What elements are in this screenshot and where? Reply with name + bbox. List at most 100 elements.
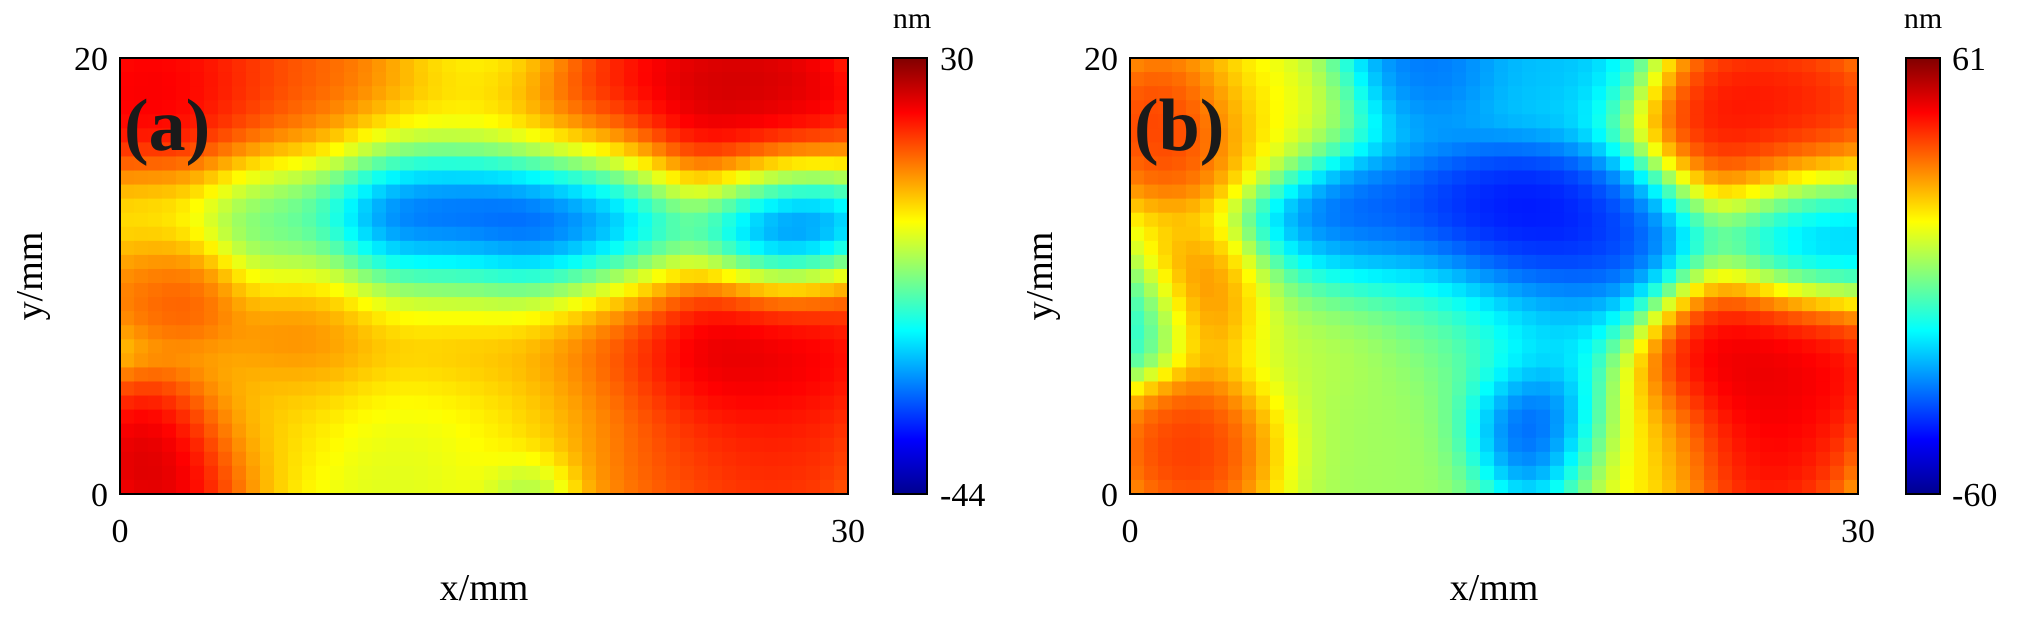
heatmap-cell xyxy=(386,437,401,453)
heatmap-cell xyxy=(456,451,471,467)
heatmap-cell xyxy=(274,268,289,284)
heatmap-cell xyxy=(736,325,751,340)
heatmap-cell xyxy=(1284,268,1299,284)
heatmap-cell xyxy=(1214,465,1229,481)
heatmap-cell xyxy=(736,170,751,186)
heatmap-cell xyxy=(134,212,149,228)
heatmap-cell xyxy=(722,170,737,186)
heatmap-cell xyxy=(1844,72,1859,87)
heatmap-cell xyxy=(582,465,597,481)
heatmap-cell xyxy=(1802,409,1817,425)
heatmap-cell xyxy=(1816,367,1831,383)
heatmap-cell xyxy=(1368,128,1383,143)
heatmap-cell xyxy=(1788,254,1803,270)
heatmap-cell xyxy=(708,437,723,453)
heatmap-cell xyxy=(330,479,345,495)
heatmap-cell xyxy=(1550,367,1565,383)
heatmap-cell xyxy=(1816,437,1831,453)
heatmap-cell xyxy=(1536,325,1551,340)
heatmap-cell xyxy=(1368,198,1383,214)
heatmap-cell xyxy=(1816,86,1831,101)
heatmap-cell xyxy=(484,114,499,129)
heatmap-cell xyxy=(204,339,219,354)
heatmap-cell xyxy=(274,367,289,383)
heatmap-cell xyxy=(260,367,275,383)
heatmap-cell xyxy=(1354,283,1369,298)
heatmap-cell xyxy=(204,437,219,453)
heatmap-cell xyxy=(1592,381,1607,397)
heatmap-cell xyxy=(750,451,765,467)
heatmap-cell xyxy=(1676,226,1691,242)
heatmap-cell xyxy=(218,240,233,256)
heatmap-cell xyxy=(1200,114,1215,129)
heatmap-cell xyxy=(442,212,457,228)
heatmap-cell xyxy=(316,170,331,186)
heatmap-cell xyxy=(134,254,149,270)
colorbar-a-min-label: -44 xyxy=(940,477,985,514)
heatmap-cell xyxy=(232,268,247,284)
heatmap-cell xyxy=(1564,381,1579,397)
heatmap-cell xyxy=(1732,114,1747,129)
heatmap-cell xyxy=(386,479,401,495)
heatmap-cell xyxy=(1130,58,1145,73)
heatmap-cell xyxy=(1354,423,1369,439)
heatmap-cell xyxy=(638,353,653,369)
heatmap-cell xyxy=(1144,339,1159,354)
heatmap-cell xyxy=(1830,353,1845,369)
heatmap-cell xyxy=(1298,142,1313,158)
heatmap-cell xyxy=(260,170,275,186)
heatmap-cell xyxy=(1536,353,1551,369)
heatmap-cell xyxy=(456,268,471,284)
heatmap-cell xyxy=(1746,58,1761,73)
heatmap-cell xyxy=(470,170,485,186)
heatmap-cell xyxy=(596,86,611,101)
heatmap-cell xyxy=(428,184,443,200)
heatmap-cell xyxy=(1214,353,1229,369)
heatmap-cell xyxy=(134,311,149,326)
heatmap-cell xyxy=(1256,142,1271,158)
heatmap-cell xyxy=(792,100,807,115)
heatmap-cell xyxy=(1830,283,1845,298)
heatmap-cell xyxy=(1270,409,1285,425)
heatmap-cell xyxy=(484,381,499,397)
heatmap-cell xyxy=(148,240,163,256)
heatmap-cell xyxy=(344,198,359,214)
heatmap-cell xyxy=(134,465,149,481)
heatmap-cell xyxy=(1830,465,1845,481)
heatmap-cell xyxy=(456,198,471,214)
heatmap-cell xyxy=(1214,226,1229,242)
heatmap-cell xyxy=(778,311,793,326)
heatmap-cell xyxy=(232,423,247,439)
heatmap-cell xyxy=(582,479,597,495)
heatmap-cell xyxy=(162,198,177,214)
heatmap-cell xyxy=(666,184,681,200)
heatmap-cell xyxy=(1382,86,1397,101)
heatmap-cell xyxy=(358,86,373,101)
heatmap-cell xyxy=(1172,465,1187,481)
heatmap-cell xyxy=(372,100,387,115)
heatmap-cell xyxy=(1564,254,1579,270)
heatmap-cell xyxy=(1634,198,1649,214)
heatmap-cell xyxy=(1634,58,1649,73)
heatmap-cell xyxy=(1144,268,1159,284)
heatmap-cell xyxy=(372,184,387,200)
heatmap-cell xyxy=(1844,58,1859,73)
heatmap-cell xyxy=(1564,212,1579,228)
heatmap-cell xyxy=(1564,114,1579,129)
heatmap-cell xyxy=(1494,325,1509,340)
heatmap-cell xyxy=(1704,100,1719,115)
heatmap-cell xyxy=(1592,198,1607,214)
heatmap-cell xyxy=(498,465,513,481)
heatmap-cell xyxy=(288,142,303,158)
heatmap-cell xyxy=(428,72,443,87)
heatmap-cell xyxy=(414,142,429,158)
heatmap-cell xyxy=(1410,423,1425,439)
heatmap-cell xyxy=(358,114,373,129)
heatmap-cell xyxy=(1760,128,1775,143)
heatmap-cell xyxy=(568,170,583,186)
heatmap-cell xyxy=(1172,395,1187,411)
heatmap-cell xyxy=(372,142,387,158)
heatmap-cell xyxy=(1270,128,1285,143)
heatmap-cell xyxy=(1256,325,1271,340)
heatmap-cell xyxy=(302,451,317,467)
